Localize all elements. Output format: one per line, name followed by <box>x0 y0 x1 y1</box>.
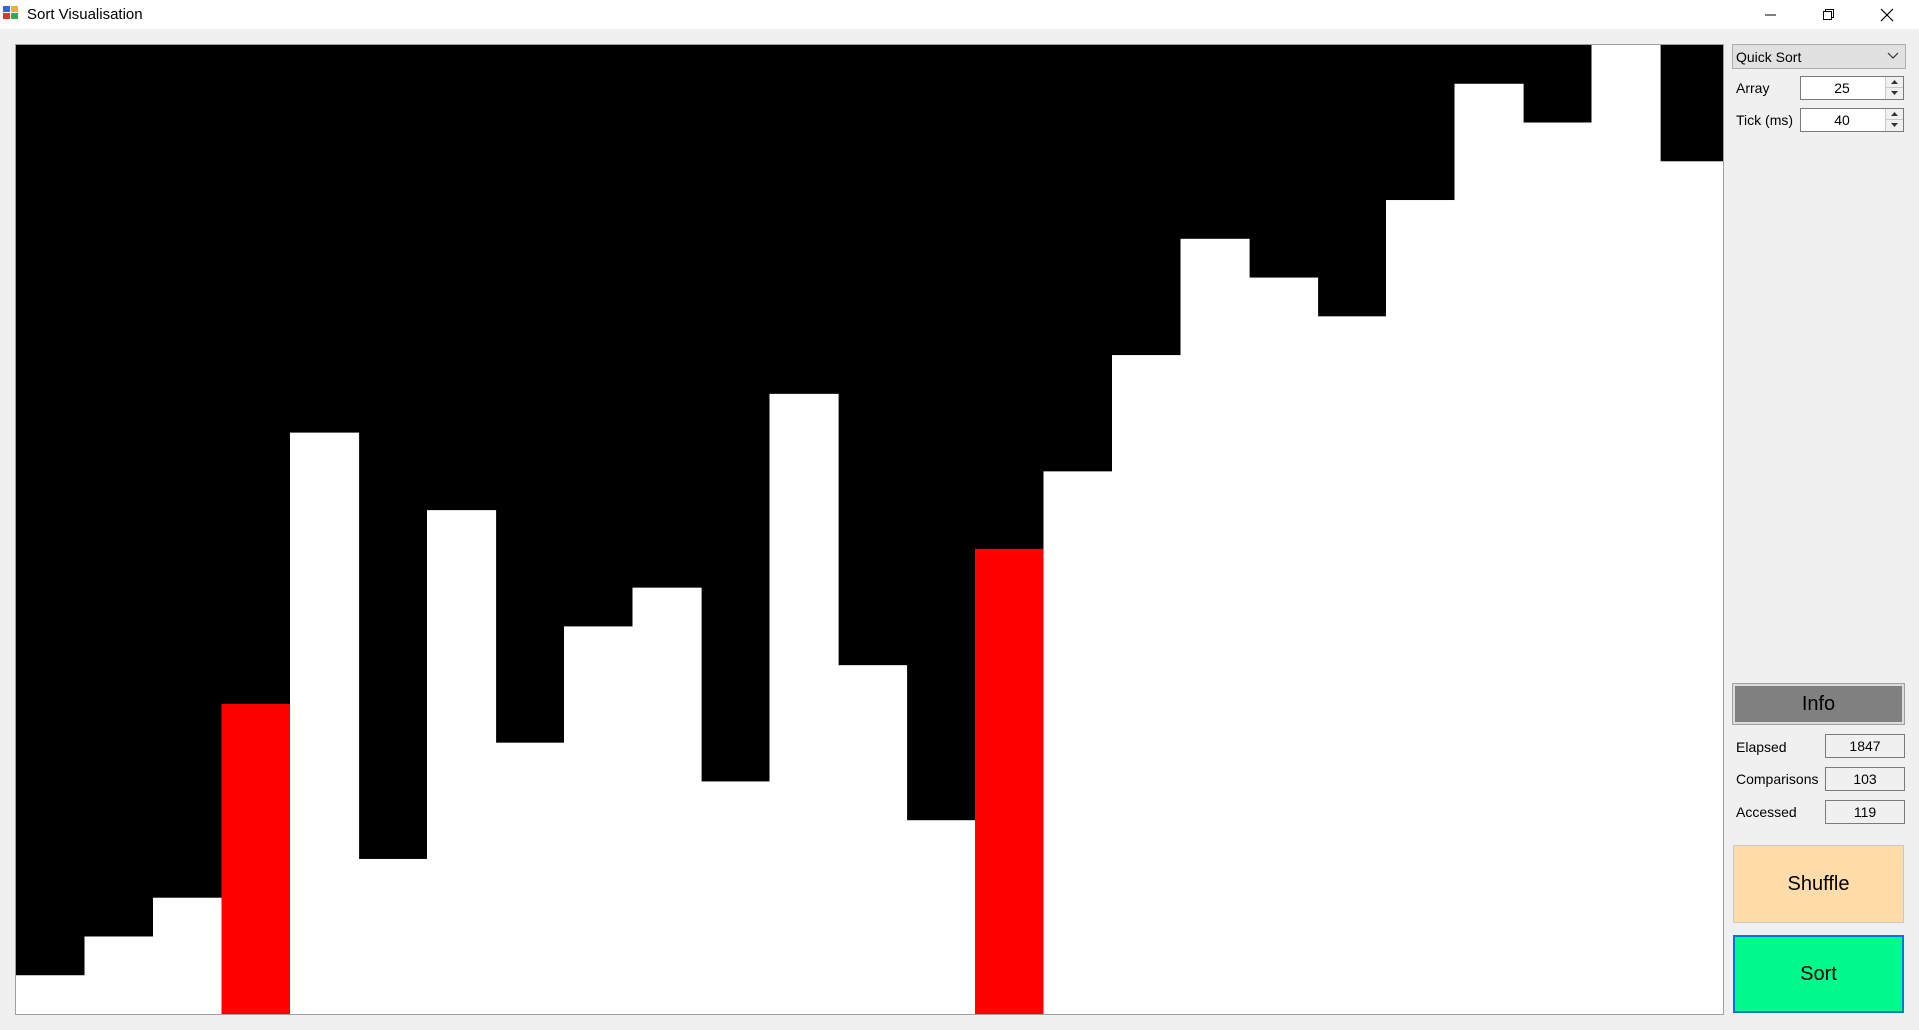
chevron-down-icon <box>1887 52 1899 59</box>
bar <box>290 432 360 1014</box>
bar <box>495 742 565 1014</box>
minimize-icon <box>1765 14 1776 15</box>
info-header: Info <box>1732 683 1905 725</box>
algorithm-select[interactable]: Quick Sort <box>1732 44 1906 69</box>
bar-highlighted <box>221 703 291 1014</box>
shuffle-button[interactable]: Shuffle <box>1733 845 1904 923</box>
array-size-down-button[interactable] <box>1886 88 1903 99</box>
bar-chart <box>16 45 1723 1014</box>
bar <box>838 665 908 1014</box>
sort-button[interactable]: Sort <box>1733 935 1904 1013</box>
restore-icon <box>1823 8 1834 20</box>
bar <box>1043 471 1113 1014</box>
stat-value-accessed: 119 <box>1825 800 1905 824</box>
array-size-input[interactable]: 25 <box>1800 76 1904 100</box>
bar <box>358 858 428 1014</box>
algorithm-selected-label: Quick Sort <box>1736 49 1802 65</box>
window-title: Sort Visualisation <box>27 6 143 23</box>
array-label: Array <box>1736 80 1770 96</box>
bar <box>427 510 497 1014</box>
close-button[interactable] <box>1858 0 1916 29</box>
bar <box>84 936 154 1014</box>
stat-value-elapsed: 1847 <box>1825 734 1905 758</box>
bar <box>1660 161 1723 1014</box>
bar <box>1112 355 1182 1014</box>
array-size-value: 25 <box>1834 80 1850 96</box>
bar <box>153 897 223 1014</box>
bar <box>1317 316 1387 1014</box>
bar <box>1591 45 1661 1014</box>
bar-highlighted <box>975 548 1045 1014</box>
bar <box>1523 122 1593 1014</box>
tick-input[interactable]: 40 <box>1800 108 1904 132</box>
bar <box>769 393 839 1014</box>
bar <box>16 975 86 1014</box>
bar <box>632 587 702 1014</box>
stat-label-comparisons: Comparisons <box>1736 771 1819 787</box>
spin-down-icon <box>1891 91 1898 95</box>
title-bar: Sort Visualisation <box>0 0 1919 29</box>
tick-label: Tick (ms) <box>1736 112 1794 128</box>
tick-value: 40 <box>1834 112 1850 128</box>
sort-canvas <box>15 44 1724 1015</box>
bar <box>906 820 976 1014</box>
bar <box>564 626 634 1014</box>
array-size-up-button[interactable] <box>1886 77 1903 88</box>
bar <box>1180 238 1250 1014</box>
app-icon <box>3 6 20 21</box>
tick-down-button[interactable] <box>1886 120 1903 131</box>
bar <box>1454 83 1524 1014</box>
spin-down-icon <box>1891 123 1898 127</box>
restore-button[interactable] <box>1800 0 1858 29</box>
array-size-spinner <box>1885 77 1903 99</box>
stat-value-comparisons: 103 <box>1825 767 1905 791</box>
close-icon <box>1880 8 1894 21</box>
stat-label-accessed: Accessed <box>1736 804 1797 820</box>
bar <box>1249 277 1319 1014</box>
bar <box>1386 200 1456 1014</box>
minimize-button[interactable] <box>1742 0 1800 29</box>
tick-spinner <box>1885 109 1903 131</box>
stat-label-elapsed: Elapsed <box>1736 739 1787 755</box>
bar <box>701 781 771 1014</box>
tick-up-button[interactable] <box>1886 109 1903 120</box>
spin-up-icon <box>1891 79 1898 84</box>
spin-up-icon <box>1891 111 1898 116</box>
